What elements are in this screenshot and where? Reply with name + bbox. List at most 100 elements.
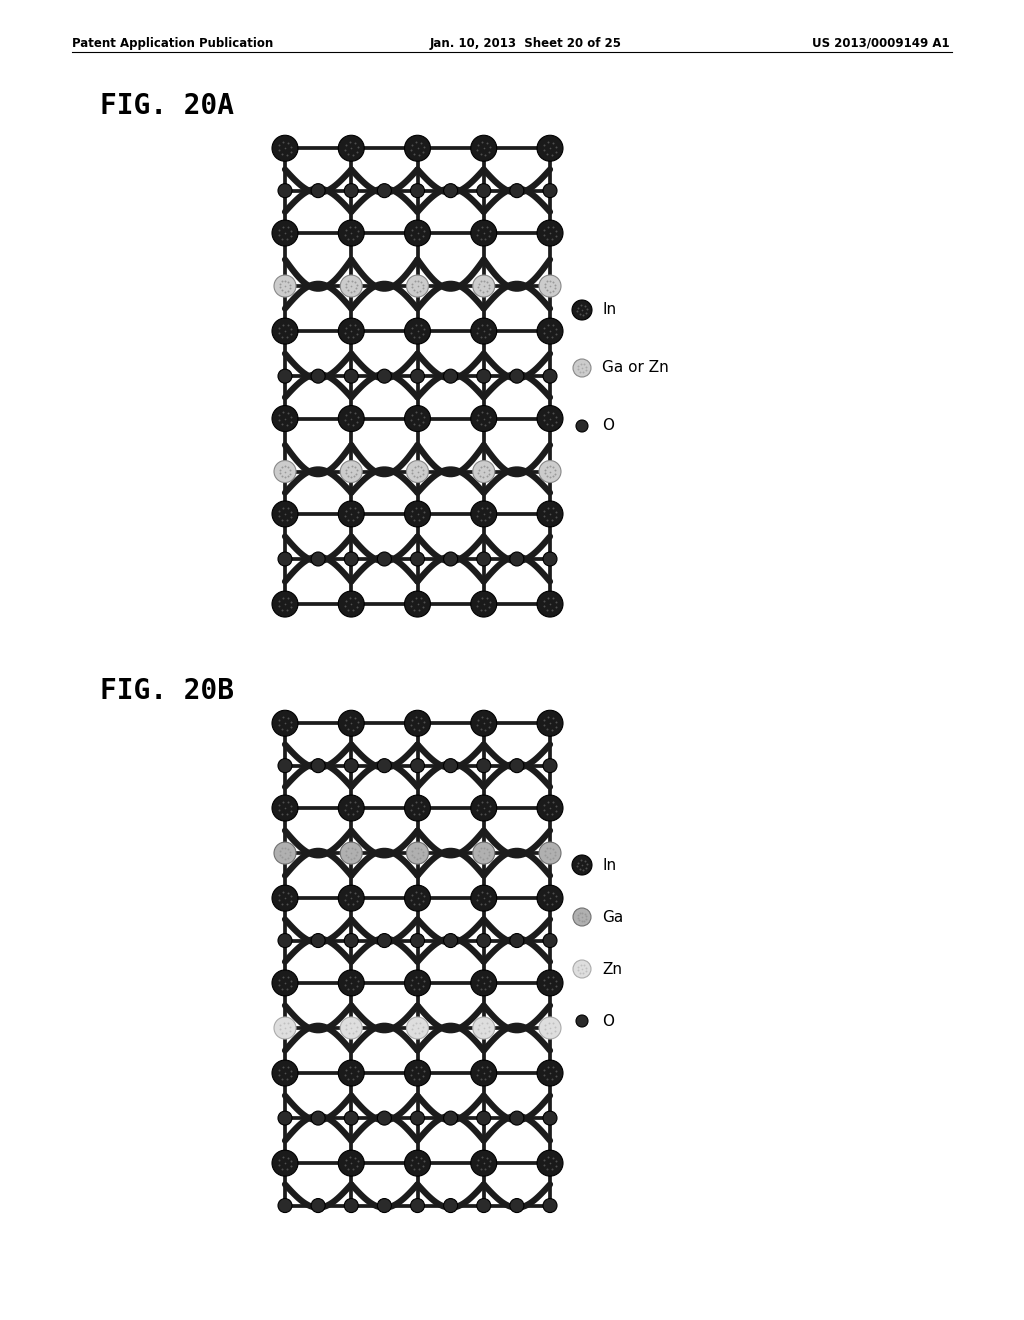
Circle shape [510, 1111, 524, 1125]
Circle shape [338, 795, 365, 821]
Circle shape [278, 552, 292, 566]
Circle shape [272, 1060, 298, 1086]
Circle shape [543, 183, 557, 198]
Circle shape [471, 710, 497, 737]
Text: Zn: Zn [602, 961, 622, 977]
Circle shape [338, 405, 365, 432]
Circle shape [471, 502, 497, 527]
Circle shape [537, 710, 563, 737]
Circle shape [274, 1016, 296, 1039]
Circle shape [344, 552, 358, 566]
Circle shape [378, 759, 391, 772]
Circle shape [272, 591, 298, 616]
Circle shape [311, 183, 326, 198]
Circle shape [471, 318, 497, 345]
Circle shape [278, 933, 292, 948]
Circle shape [272, 220, 298, 246]
Circle shape [510, 370, 524, 383]
Circle shape [539, 842, 561, 865]
Circle shape [311, 1199, 326, 1213]
Circle shape [404, 591, 430, 616]
Circle shape [477, 370, 490, 383]
Circle shape [473, 461, 495, 483]
Circle shape [543, 1199, 557, 1213]
Circle shape [272, 405, 298, 432]
Circle shape [473, 842, 495, 865]
Circle shape [404, 886, 430, 911]
Circle shape [378, 933, 391, 948]
Circle shape [411, 552, 425, 566]
Circle shape [477, 759, 490, 772]
Circle shape [344, 183, 358, 198]
Circle shape [278, 759, 292, 772]
Circle shape [537, 886, 563, 911]
Circle shape [575, 1015, 588, 1027]
Text: Ga or Zn: Ga or Zn [602, 360, 669, 375]
Text: Jan. 10, 2013  Sheet 20 of 25: Jan. 10, 2013 Sheet 20 of 25 [430, 37, 622, 50]
Circle shape [338, 135, 365, 161]
Circle shape [404, 1150, 430, 1176]
Circle shape [404, 710, 430, 737]
Circle shape [477, 933, 490, 948]
Circle shape [411, 370, 425, 383]
Circle shape [537, 591, 563, 616]
Circle shape [278, 1199, 292, 1213]
Circle shape [272, 710, 298, 737]
Circle shape [278, 1111, 292, 1125]
Circle shape [411, 933, 425, 948]
Circle shape [338, 1060, 365, 1086]
Circle shape [471, 135, 497, 161]
Circle shape [537, 970, 563, 997]
Circle shape [340, 461, 362, 483]
Circle shape [510, 1199, 524, 1213]
Circle shape [311, 933, 326, 948]
Circle shape [378, 1199, 391, 1213]
Text: O: O [602, 1014, 614, 1028]
Circle shape [338, 1150, 365, 1176]
Text: FIG. 20A: FIG. 20A [100, 92, 234, 120]
Circle shape [340, 275, 362, 297]
Circle shape [539, 461, 561, 483]
Circle shape [510, 759, 524, 772]
Circle shape [471, 886, 497, 911]
Circle shape [411, 183, 425, 198]
Circle shape [411, 1111, 425, 1125]
Circle shape [537, 1150, 563, 1176]
Circle shape [278, 370, 292, 383]
Circle shape [311, 552, 326, 566]
Circle shape [443, 552, 458, 566]
Circle shape [573, 359, 591, 378]
Circle shape [404, 502, 430, 527]
Circle shape [443, 370, 458, 383]
Circle shape [575, 420, 588, 432]
Circle shape [543, 370, 557, 383]
Circle shape [311, 370, 326, 383]
Circle shape [344, 759, 358, 772]
Circle shape [272, 1150, 298, 1176]
Circle shape [407, 842, 428, 865]
Circle shape [274, 461, 296, 483]
Circle shape [477, 552, 490, 566]
Circle shape [378, 183, 391, 198]
Circle shape [338, 591, 365, 616]
Circle shape [274, 275, 296, 297]
Circle shape [340, 842, 362, 865]
Circle shape [404, 405, 430, 432]
Circle shape [537, 502, 563, 527]
Text: US 2013/0009149 A1: US 2013/0009149 A1 [812, 37, 950, 50]
Circle shape [344, 933, 358, 948]
Circle shape [537, 220, 563, 246]
Circle shape [539, 1016, 561, 1039]
Circle shape [543, 552, 557, 566]
Circle shape [537, 795, 563, 821]
Circle shape [272, 970, 298, 997]
Circle shape [537, 318, 563, 345]
Circle shape [537, 1060, 563, 1086]
Circle shape [404, 318, 430, 345]
Circle shape [543, 759, 557, 772]
Circle shape [274, 842, 296, 865]
Circle shape [407, 1016, 428, 1039]
Circle shape [443, 1199, 458, 1213]
Circle shape [572, 855, 592, 875]
Circle shape [378, 552, 391, 566]
